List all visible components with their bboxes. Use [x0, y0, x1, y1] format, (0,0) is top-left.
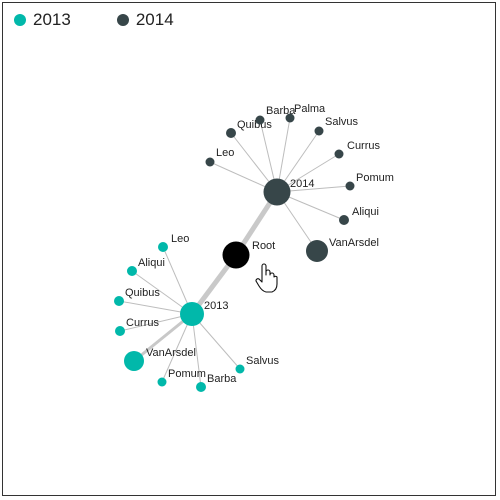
legend-marker-2014 — [116, 14, 129, 26]
node-2014-quibus[interactable] — [226, 128, 236, 138]
node-label-2013-salvus: Salvus — [246, 355, 280, 367]
group-node-2013[interactable] — [180, 302, 204, 326]
edge-2013-pomum — [161, 313, 193, 383]
node-2014-leo[interactable] — [205, 157, 215, 167]
node-2013-aliqui[interactable] — [127, 266, 137, 276]
edge-2013-vanarsdel — [133, 312, 193, 363]
edge-2013-salvus — [191, 313, 241, 370]
node-2014-pomum[interactable] — [345, 181, 355, 191]
legend-label-2013: 2013 — [33, 10, 71, 29]
node-2013-currus[interactable] — [115, 326, 125, 336]
node-label-2014-vanarsdel: VanArsdel — [329, 237, 379, 249]
legend-item-2014[interactable]: 2014 — [116, 10, 174, 30]
node-2013-quibus[interactable] — [114, 296, 124, 306]
node-label-2014-pomum: Pomum — [356, 172, 394, 184]
node-label-2013-pomum: Pomum — [168, 368, 206, 380]
node-2014-currus[interactable] — [334, 149, 344, 159]
group-node-label-2014: 2014 — [290, 178, 314, 190]
node-2014-aliqui[interactable] — [339, 215, 349, 225]
edge-2013-leo — [162, 246, 193, 315]
edge-2013-barba — [191, 313, 202, 388]
node-label-2014-leo: Leo — [216, 147, 234, 159]
legend-item-2013[interactable]: 2013 — [14, 10, 71, 30]
root-node-label: Root — [252, 240, 275, 252]
chart-visual-frame — [2, 2, 496, 496]
node-2013-barba[interactable] — [196, 382, 206, 392]
node-label-2014-salvus: Salvus — [325, 116, 359, 128]
node-2014-palma[interactable] — [285, 113, 295, 123]
node-label-2013-quibus: Quibus — [125, 287, 160, 299]
node-2014-vanarsdel[interactable] — [306, 240, 328, 262]
node-label-2014-palma: Palma — [294, 103, 326, 115]
legend-label-2014: 2014 — [135, 10, 174, 29]
node-2013-salvus[interactable] — [235, 364, 245, 374]
edge-2013-aliqui — [131, 270, 193, 315]
node-label-2014-currus: Currus — [347, 140, 381, 152]
root-node[interactable] — [222, 241, 250, 269]
legend-marker-2013 — [14, 14, 26, 26]
hand-pointer-icon — [255, 263, 278, 293]
legend: 2013 2014 — [14, 8, 220, 32]
node-label-2013-vanarsdel: VanArsdel — [146, 347, 196, 359]
node-2014-barba[interactable] — [255, 115, 265, 125]
node-label-2013-leo: Leo — [171, 233, 189, 245]
node-2013-leo[interactable] — [158, 242, 168, 252]
node-2013-pomum[interactable] — [157, 377, 167, 387]
node-label-2014-aliqui: Aliqui — [352, 206, 379, 218]
edge-2013-currus — [119, 313, 193, 332]
node-label-2013-aliqui: Aliqui — [138, 257, 165, 269]
node-label-2013-currus: Currus — [126, 317, 160, 329]
node-label-2013-barba: Barba — [207, 373, 237, 385]
edge-2013-quibus — [118, 300, 193, 315]
node-2014-salvus[interactable] — [314, 126, 324, 136]
node-label-2014-quibus: Quibus — [237, 119, 272, 131]
node-2013-vanarsdel[interactable] — [124, 351, 144, 371]
group-node-2014[interactable] — [263, 178, 291, 206]
group-node-label-2013: 2013 — [204, 300, 228, 312]
